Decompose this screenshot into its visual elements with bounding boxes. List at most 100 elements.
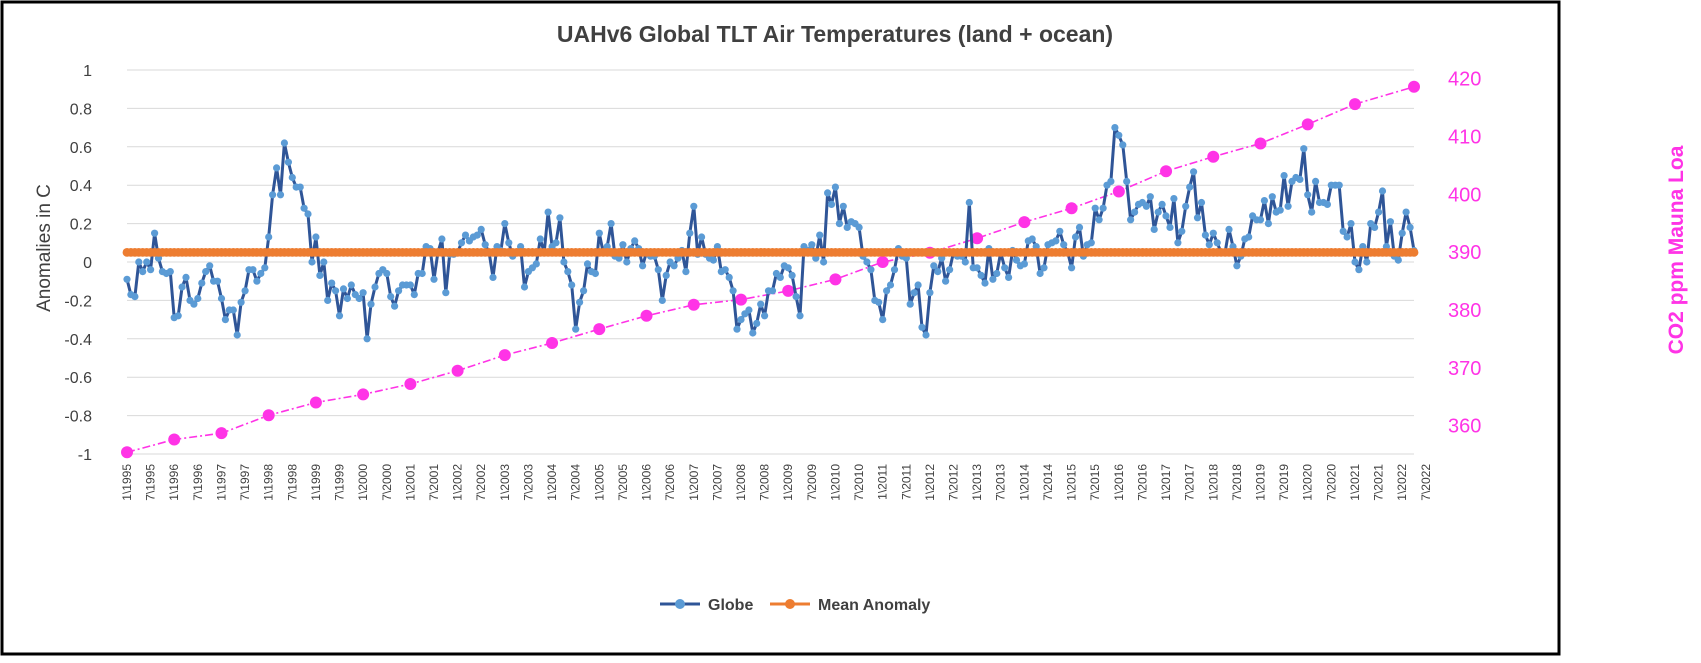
globe-point [198,279,206,287]
globe-point [1028,235,1036,243]
globe-point [961,258,969,266]
x-tick-label: 1\2014 [1017,464,1031,501]
globe-point [709,256,718,264]
co2-point [1207,150,1220,163]
co2-point [829,273,842,286]
co2-point [309,396,322,409]
globe-point [745,306,753,314]
x-tick-label: 1\2021 [1348,464,1362,501]
globe-point [1071,233,1080,241]
globe-point [308,258,316,266]
globe-point [942,277,950,285]
globe-point [607,220,615,228]
y-axis-label: Anomalies in C [34,184,55,312]
globe-point [1111,124,1119,132]
globe-point [288,173,296,182]
chart-title: UAHv6 Global TLT Air Temperatures (land … [557,21,1113,47]
globe-point [1351,258,1359,266]
globe-point [202,268,210,276]
globe-point [552,239,560,247]
globe-point [194,294,202,303]
globe-point [1378,187,1387,195]
globe-point [568,281,576,289]
globe-point [583,260,592,268]
globe-point [926,289,934,297]
co2-point [168,433,181,446]
co2-point [1018,216,1031,229]
co2-point [1065,202,1078,215]
legend-globe-label: Globe [708,597,753,614]
globe-point [883,287,891,295]
globe-point [749,329,757,337]
x-tick-label: 1\2007 [687,464,701,501]
globe-point [1087,239,1095,247]
co2-point [121,446,133,459]
globe-point [1068,264,1076,272]
globe-point [1284,202,1292,210]
x-tick-label: 1\2013 [970,464,984,501]
x-tick-label: 7\2022 [1419,464,1433,501]
globe-point [1131,208,1139,216]
globe-point [1119,141,1127,149]
globe-point [544,208,552,216]
globe-point [1245,233,1253,241]
globe-point [139,268,147,276]
globe-point [442,289,450,297]
y-tick-label: 0.8 [70,101,92,118]
globe-point [304,210,312,218]
globe-point [572,325,580,333]
co2-point [498,349,511,362]
globe-point [1300,145,1308,153]
y-tick-label: 0.4 [70,178,92,195]
x-tick-label: 1\2005 [592,464,606,501]
x-tick-label: 1\2017 [1159,464,1173,501]
x-tick-label: 1\1999 [309,464,323,501]
globe-point [261,264,269,272]
globe-point [1375,208,1383,216]
mean-anomaly-point [1409,248,1419,257]
x-tick-label: 1\2002 [451,464,465,501]
globe-point [190,300,198,308]
globe-point [1296,175,1304,183]
globe-point [993,269,1001,278]
globe-point [143,258,151,266]
co2-line [126,86,1415,454]
x-tick-label: 7\2019 [1277,464,1291,501]
globe-point [1193,214,1202,222]
globe-point [981,279,989,287]
globe-point [312,233,320,241]
globe-point [1056,227,1064,235]
globe-point [977,271,985,279]
x-tick-label: 7\2006 [663,464,677,501]
x-tick-label: 1\2009 [781,464,795,501]
globe-point [757,300,765,308]
globe-point [1323,200,1331,208]
globe-point [477,225,485,233]
globe-point [410,291,418,299]
globe-point [1386,218,1394,226]
globe-point [792,293,800,301]
globe-point [355,294,363,303]
x-tick-label: 7\1998 [285,464,299,501]
globe-point [1256,216,1265,224]
x-tick-label: 7\2009 [805,464,819,501]
co2-point [782,284,795,297]
globe-point [729,287,737,295]
globe-point [886,281,895,289]
globe-point [670,262,678,270]
globe-point [1276,206,1284,214]
globe-point [501,220,509,228]
globe-point [1107,177,1115,185]
globe-point [1402,208,1410,216]
globe-point [284,158,292,166]
x-tick-label: 1\1995 [120,464,134,501]
globe-point [135,258,143,266]
globe-point [280,139,288,147]
x-tick-label: 7\2016 [1135,464,1149,501]
globe-point [721,266,729,274]
globe-point [1201,231,1209,239]
globe-point [1312,177,1320,185]
globe-point [816,231,824,239]
globe-point [265,233,273,241]
x-tick-label: 7\2001 [427,464,441,501]
